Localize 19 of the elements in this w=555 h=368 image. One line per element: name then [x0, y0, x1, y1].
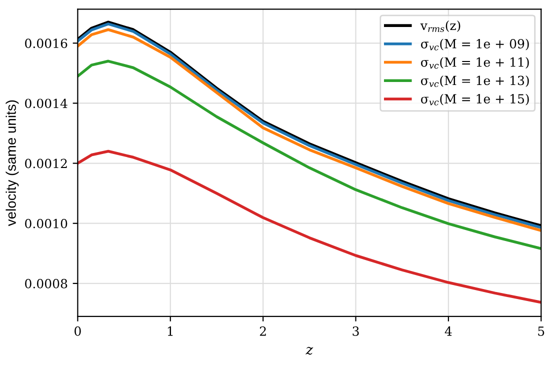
legend-label: v$_{rms}$(z) — [420, 20, 460, 32]
x-axis-title: z — [306, 346, 314, 355]
x-tick-label: 4 — [444, 326, 452, 336]
x-tick-label: 1 — [168, 326, 173, 336]
legend-label: σ$_{vc}$(M = 1e + 13) — [421, 75, 529, 88]
line-series — [78, 150, 542, 304]
x-tick-label: 0 — [74, 326, 81, 336]
y-tick-label: 0.0012 — [25, 158, 67, 168]
y-tick-label: 0.0008 — [25, 278, 68, 288]
x-tick-label: 5 — [538, 326, 544, 336]
y-tick-label: 0.0016 — [25, 38, 68, 48]
x-tick-label: 3 — [352, 326, 359, 336]
legend-label: σ$_{vc}$(M = 1e + 15) — [421, 94, 529, 106]
y-axis-title: velocity (same units) — [6, 100, 19, 226]
legend-label: σ$_{vc}$(M = 1e + 11) — [421, 57, 529, 69]
y-tick-label: 0.0014 — [25, 98, 68, 108]
x-tick-label: 2 — [260, 326, 266, 336]
y-tick-label: 0.0010 — [25, 218, 68, 228]
legend-label: σ$_{vc}$(M = 1e + 09) — [421, 38, 529, 50]
